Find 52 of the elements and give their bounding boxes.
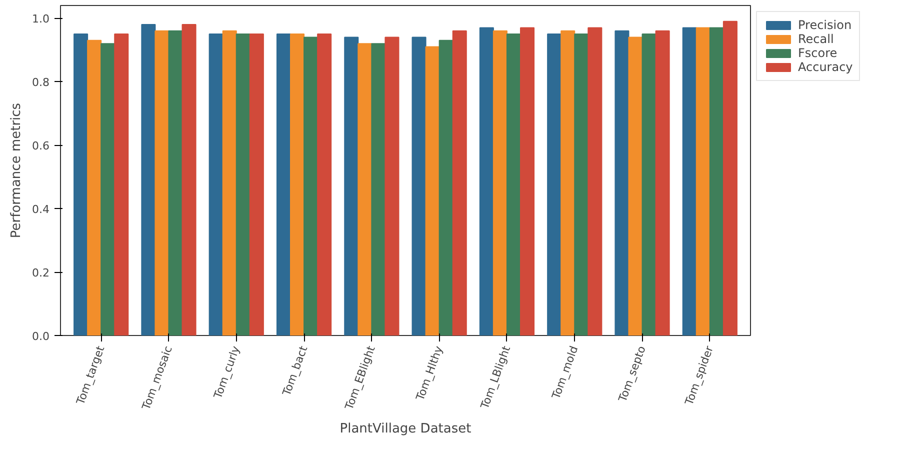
y-tick-label: 0.6 — [32, 140, 50, 153]
bar — [290, 34, 305, 336]
bar — [87, 40, 102, 336]
x-axis-title: PlantVillage Dataset — [340, 422, 472, 437]
bar — [520, 27, 535, 336]
bar — [100, 43, 116, 336]
bar — [182, 24, 196, 336]
bar — [236, 34, 250, 336]
bar — [141, 24, 156, 336]
bar — [344, 36, 359, 336]
bar — [709, 27, 724, 336]
legend-label: Recall — [798, 32, 834, 46]
bar — [696, 27, 710, 336]
bar — [614, 30, 630, 336]
bar — [208, 34, 224, 336]
bar — [506, 34, 521, 336]
y-axis-title: Performance metrics — [9, 102, 24, 238]
bar — [371, 43, 386, 336]
bar — [588, 27, 602, 336]
bar — [384, 36, 400, 336]
bar — [74, 34, 88, 336]
bar — [479, 27, 494, 336]
bar — [438, 40, 454, 336]
bar — [492, 30, 508, 336]
y-tick-label: 0.0 — [32, 330, 50, 343]
bar — [317, 34, 332, 336]
y-tick-label: 0.4 — [32, 203, 50, 216]
bar — [276, 34, 291, 336]
legend-label: Precision — [798, 18, 852, 32]
legend-label: Accuracy — [798, 60, 853, 74]
y-tick-label: 1.0 — [32, 12, 50, 26]
bar — [560, 30, 576, 336]
y-tick-label: 0.8 — [32, 76, 50, 90]
bar — [168, 30, 183, 336]
bar — [412, 36, 426, 336]
bar — [358, 43, 372, 336]
y-tick-label: 0.2 — [32, 266, 50, 280]
bar — [304, 36, 318, 336]
bar — [249, 34, 264, 336]
bar — [682, 27, 697, 336]
bar — [154, 30, 170, 336]
bar — [547, 34, 562, 336]
bar — [114, 34, 129, 336]
bar — [655, 30, 670, 336]
bar — [452, 30, 467, 336]
bar — [722, 20, 738, 336]
bar — [574, 34, 589, 336]
bar — [425, 46, 440, 336]
legend-label: Fscore — [798, 46, 838, 60]
bar — [642, 34, 656, 336]
bar — [628, 36, 643, 336]
bar — [222, 30, 237, 336]
